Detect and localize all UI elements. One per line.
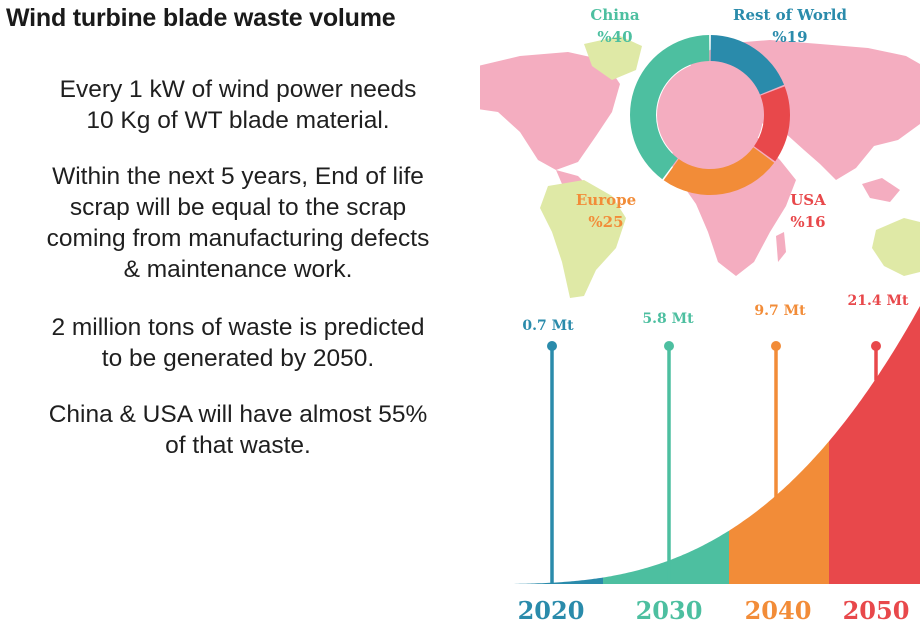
map-greenland	[584, 36, 642, 80]
donut-value-rest-of-world: %19	[772, 28, 807, 46]
map-south-america	[540, 180, 626, 298]
fact-line: 2 million tons of waste is predicted	[51, 314, 425, 341]
year-label-2030: 2030	[636, 596, 703, 625]
pin-head-2020	[547, 341, 557, 351]
value-label-2040: 9.7 Mt	[754, 303, 806, 319]
region-share-donut	[630, 35, 790, 195]
value-label-2020: 0.7 Mt	[522, 318, 574, 334]
year-labels: 2020 2030 2040 2050	[518, 596, 910, 625]
value-pins: 0.7 Mt 5.8 Mt 9.7 Mt 21.4 Mt	[522, 293, 909, 584]
fact-paragraph-2: Within the next 5 years, End of life scr…	[0, 161, 476, 285]
map-se-asia	[862, 178, 900, 202]
fact-line: 10 Kg of WT blade material.	[86, 107, 390, 134]
donut-hole	[657, 62, 763, 168]
area-segment-2020	[512, 577, 603, 584]
value-label-2030: 5.8 Mt	[642, 311, 694, 327]
fact-line: of that waste.	[165, 432, 311, 459]
pin-head-2040	[771, 341, 781, 351]
year-label-2040: 2040	[745, 596, 812, 625]
area-segment-2050	[829, 306, 920, 584]
page-title: Wind turbine blade waste volume	[6, 4, 396, 32]
waste-growth-area	[512, 306, 920, 584]
donut-slice-europe	[663, 147, 775, 195]
area-segment-2040	[729, 441, 829, 584]
donut-label-usa: USA	[790, 191, 826, 209]
donut-value-china: %40	[597, 28, 632, 46]
year-label-2050: 2050	[843, 596, 910, 625]
map-australia	[872, 218, 920, 276]
fact-line: China & USA will have almost 55%	[48, 401, 428, 428]
value-label-2050: 21.4 Mt	[848, 293, 909, 309]
fact-line: Every 1 kW of wind power needs	[59, 76, 417, 103]
map-madagascar	[776, 232, 786, 262]
donut-labels: China %40 Rest of World %19 USA %16 Europe %25	[576, 6, 848, 231]
fact-line: scrap will be equal to the scrap	[69, 194, 407, 221]
fact-paragraph-3: 2 million tons of waste is predicted to …	[0, 312, 476, 374]
fact-line: to be generated by 2050.	[101, 345, 375, 372]
pin-head-2050	[871, 341, 881, 351]
donut-value-usa: %16	[790, 213, 825, 231]
fact-line: & maintenance work.	[123, 256, 353, 283]
fact-paragraph-4: China & USA will have almost 55% of that…	[0, 399, 476, 461]
donut-slice-china	[630, 35, 710, 180]
fact-line: coming from manufacturing defects	[46, 225, 430, 252]
donut-label-rest-of-world: Rest of World	[733, 6, 848, 24]
fact-line: Within the next 5 years, End of life	[52, 163, 424, 190]
map-north-america	[480, 52, 620, 170]
donut-label-china: China	[590, 6, 639, 24]
donut-label-europe: Europe	[576, 191, 636, 209]
donut-value-europe: %25	[588, 213, 623, 231]
fact-paragraph-1: Every 1 kW of wind power needs 10 Kg of …	[0, 74, 476, 136]
area-segment-2030	[603, 530, 729, 584]
year-label-2020: 2020	[518, 596, 585, 625]
donut-slice-usa	[754, 86, 790, 162]
pin-head-2030	[664, 341, 674, 351]
donut-slice-rest-of-world	[710, 35, 785, 95]
